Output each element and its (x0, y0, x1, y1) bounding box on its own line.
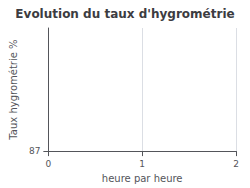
svg-text:87: 87 (29, 146, 40, 156)
svg-text:Taux hygrométrie %: Taux hygrométrie % (8, 39, 19, 140)
svg-text:1: 1 (139, 159, 145, 169)
svg-text:0: 0 (45, 159, 51, 169)
svg-text:2: 2 (233, 159, 239, 169)
svg-text:heure par heure: heure par heure (102, 173, 183, 184)
svg-text:Evolution du taux d'hygrométri: Evolution du taux d'hygrométrie (15, 7, 234, 21)
